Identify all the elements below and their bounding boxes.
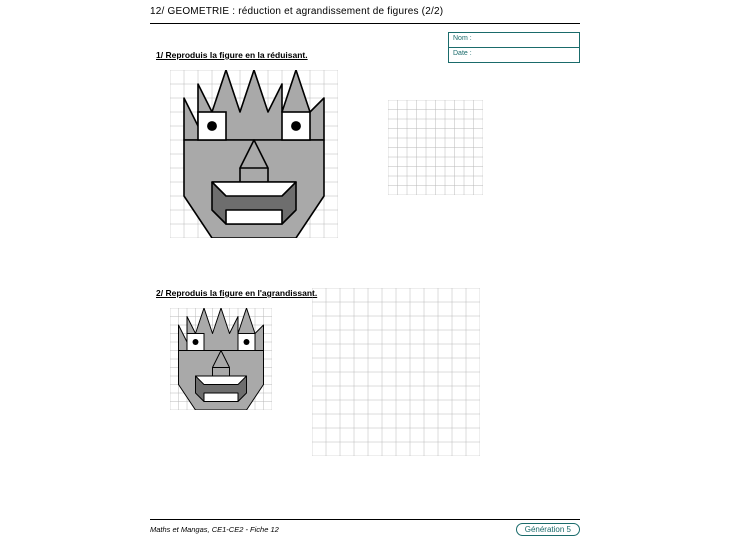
date-field-label: Date : — [449, 48, 579, 62]
footer-text: Maths et Mangas, CE1-CE2 - Fiche 12 — [150, 525, 279, 534]
name-date-box: Nom : Date : — [448, 32, 580, 63]
exercise-1-row — [150, 70, 580, 238]
exercise-2-row — [150, 308, 580, 456]
publisher-badge: Génération 5 — [516, 523, 580, 536]
blank-grid-small — [388, 100, 483, 195]
page-title: 12/ GEOMETRIE : réduction et agrandissem… — [150, 6, 580, 17]
figure-large — [170, 70, 338, 238]
name-field-label: Nom : — [449, 33, 579, 48]
page-footer: Maths et Mangas, CE1-CE2 - Fiche 12 Géné… — [150, 513, 580, 536]
figure-small — [170, 308, 272, 410]
blank-grid-large — [312, 288, 480, 456]
title-rule — [150, 23, 580, 24]
